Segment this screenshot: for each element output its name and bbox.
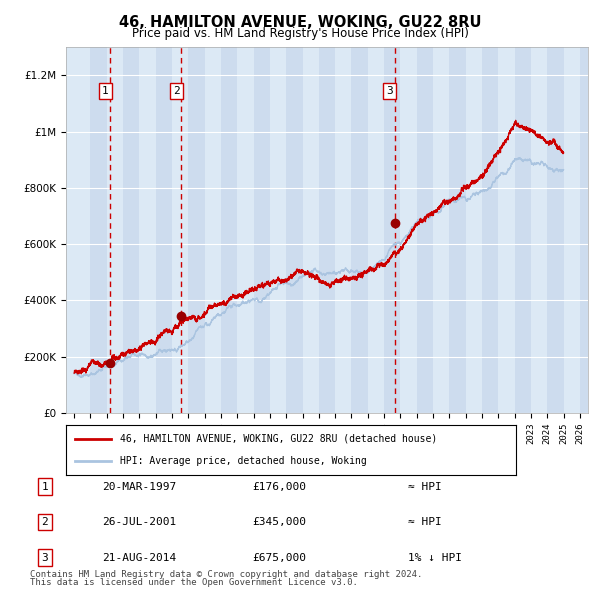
Bar (286, 47, 302, 413)
Bar (482, 47, 498, 413)
Text: 1% ↓ HPI: 1% ↓ HPI (408, 553, 462, 562)
Bar (547, 47, 563, 413)
Text: HPI: Average price, detached house, Woking: HPI: Average price, detached house, Woki… (120, 456, 367, 466)
Text: 1: 1 (41, 482, 49, 491)
Text: This data is licensed under the Open Government Licence v3.0.: This data is licensed under the Open Gov… (30, 578, 358, 587)
Text: ≈ HPI: ≈ HPI (408, 482, 442, 491)
Bar (156, 47, 172, 413)
Text: £345,000: £345,000 (252, 517, 306, 527)
Bar (417, 47, 433, 413)
Bar (352, 47, 368, 413)
Text: £675,000: £675,000 (252, 553, 306, 562)
Text: 21-AUG-2014: 21-AUG-2014 (102, 553, 176, 562)
Bar (123, 47, 139, 413)
Text: 46, HAMILTON AVENUE, WOKING, GU22 8RU: 46, HAMILTON AVENUE, WOKING, GU22 8RU (119, 15, 481, 30)
Text: 2: 2 (173, 86, 179, 96)
Text: 3: 3 (386, 86, 393, 96)
Text: 46, HAMILTON AVENUE, WOKING, GU22 8RU (detached house): 46, HAMILTON AVENUE, WOKING, GU22 8RU (d… (120, 434, 437, 444)
Bar (188, 47, 205, 413)
Text: ≈ HPI: ≈ HPI (408, 517, 442, 527)
Text: 1: 1 (102, 86, 109, 96)
Bar (515, 47, 531, 413)
Bar (319, 47, 335, 413)
Bar (91, 47, 107, 413)
Text: 3: 3 (41, 553, 49, 562)
Text: £176,000: £176,000 (252, 482, 306, 491)
Bar (449, 47, 466, 413)
Bar (384, 47, 400, 413)
Text: Contains HM Land Registry data © Crown copyright and database right 2024.: Contains HM Land Registry data © Crown c… (30, 571, 422, 579)
Bar (254, 47, 270, 413)
Bar (580, 47, 596, 413)
Text: 2: 2 (41, 517, 49, 527)
Text: 26-JUL-2001: 26-JUL-2001 (102, 517, 176, 527)
Text: 20-MAR-1997: 20-MAR-1997 (102, 482, 176, 491)
Text: Price paid vs. HM Land Registry's House Price Index (HPI): Price paid vs. HM Land Registry's House … (131, 27, 469, 40)
Bar (221, 47, 237, 413)
